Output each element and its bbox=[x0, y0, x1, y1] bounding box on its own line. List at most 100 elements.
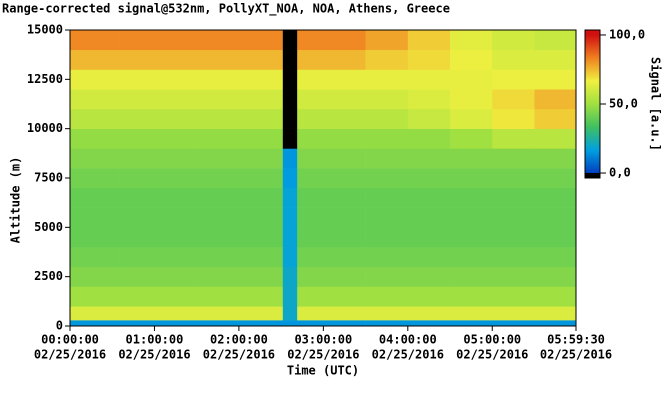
heatmap-cell bbox=[450, 128, 493, 149]
heatmap-cell bbox=[154, 187, 197, 208]
heatmap-cell bbox=[534, 30, 577, 51]
heatmap-cell bbox=[365, 320, 409, 327]
heatmap-cell bbox=[450, 306, 493, 321]
heatmap-cell bbox=[450, 266, 493, 287]
heatmap-cell bbox=[70, 49, 113, 70]
heatmap-cell bbox=[154, 30, 197, 51]
heatmap-cell bbox=[196, 69, 240, 90]
heatmap-cell bbox=[112, 49, 155, 70]
heatmap-cell bbox=[323, 89, 366, 110]
heatmap-cell bbox=[196, 286, 240, 307]
heatmap-cell bbox=[297, 108, 324, 129]
heatmap-cell bbox=[238, 168, 284, 189]
heatmap-cell bbox=[450, 207, 493, 228]
heatmap-cell bbox=[534, 320, 577, 327]
colorbar-tick-label: 50,0 bbox=[609, 97, 638, 111]
heatmap-cell bbox=[450, 286, 493, 307]
heatmap-cell bbox=[407, 30, 451, 51]
x-tick-label: 00:00:00 bbox=[41, 333, 99, 347]
heatmap-cell bbox=[297, 168, 324, 189]
heatmap-cell bbox=[238, 49, 284, 70]
heatmap-cell bbox=[492, 207, 535, 228]
heatmap-cell bbox=[492, 148, 535, 169]
heatmap-cell bbox=[154, 207, 197, 228]
heatmap-cell bbox=[492, 266, 535, 287]
heatmap-cell bbox=[112, 286, 155, 307]
heatmap-cell bbox=[450, 168, 493, 189]
heatmap-cell bbox=[492, 89, 535, 110]
heatmap-cell bbox=[407, 108, 451, 129]
heatmap-cell bbox=[112, 306, 155, 321]
heatmap-cell bbox=[297, 30, 324, 51]
heatmap-cell bbox=[196, 247, 240, 268]
heatmap-cell bbox=[70, 187, 113, 208]
y-tick-label: 7500 bbox=[34, 171, 63, 185]
heatmap-cell bbox=[323, 207, 366, 228]
heatmap-cell bbox=[196, 30, 240, 51]
heatmap-cell bbox=[282, 266, 298, 287]
heatmap-cell bbox=[70, 69, 113, 90]
heatmap-cell bbox=[154, 266, 197, 287]
heatmap-cell bbox=[492, 49, 535, 70]
heatmap-cell bbox=[282, 247, 298, 268]
heatmap-cell bbox=[154, 49, 197, 70]
heatmap-cell bbox=[70, 320, 113, 327]
heatmap-cell bbox=[297, 247, 324, 268]
heatmap-cell bbox=[534, 69, 577, 90]
heatmap-cell bbox=[282, 49, 298, 70]
heatmap-cell bbox=[297, 207, 324, 228]
heatmap-cell bbox=[297, 148, 324, 169]
heatmap-cell bbox=[450, 89, 493, 110]
heatmap-cell bbox=[196, 148, 240, 169]
heatmap-cell bbox=[365, 207, 409, 228]
heatmap-cell bbox=[323, 49, 366, 70]
heatmap-cell bbox=[407, 227, 451, 248]
heatmap-cell bbox=[196, 306, 240, 321]
heatmap-cell bbox=[282, 306, 298, 321]
x-axis-label: Time (UTC) bbox=[287, 364, 359, 378]
heatmap-cell bbox=[112, 108, 155, 129]
heatmap-cell bbox=[70, 286, 113, 307]
heatmap-cell bbox=[365, 30, 409, 51]
heatmap-cell bbox=[365, 168, 409, 189]
heatmap-cell bbox=[297, 49, 324, 70]
heatmap-cell bbox=[70, 207, 113, 228]
heatmap-cell bbox=[112, 89, 155, 110]
heatmap-cell bbox=[365, 227, 409, 248]
heatmap-cell bbox=[238, 108, 284, 129]
heatmap-cell bbox=[492, 187, 535, 208]
heatmap-cell bbox=[365, 108, 409, 129]
y-tick-label: 2500 bbox=[34, 269, 63, 283]
heatmap-cell bbox=[154, 148, 197, 169]
heatmap-cell bbox=[323, 187, 366, 208]
heatmap-cell bbox=[534, 286, 577, 307]
heatmap-cell bbox=[450, 148, 493, 169]
heatmap-cell bbox=[323, 108, 366, 129]
y-tick-label: 12500 bbox=[27, 72, 63, 86]
heatmap-cell bbox=[407, 49, 451, 70]
heatmap-cell bbox=[196, 128, 240, 149]
heatmap-cell bbox=[112, 320, 155, 327]
heatmap-cell bbox=[323, 69, 366, 90]
colorbar-tick-label: 0,0 bbox=[609, 166, 631, 180]
heatmap-cell bbox=[238, 320, 284, 327]
heatmap-cell bbox=[196, 49, 240, 70]
heatmap-cell bbox=[297, 128, 324, 149]
heatmap-cell bbox=[323, 227, 366, 248]
heatmap-cell bbox=[112, 247, 155, 268]
heatmap-cell bbox=[282, 286, 298, 307]
heatmap-cell bbox=[450, 69, 493, 90]
heatmap-cell bbox=[492, 108, 535, 129]
x-tick-date: 02/25/2016 bbox=[372, 348, 444, 362]
heatmap-cell bbox=[407, 168, 451, 189]
heatmap-cell bbox=[492, 227, 535, 248]
x-tick-label: 03:00:00 bbox=[294, 333, 352, 347]
y-tick-label: 5000 bbox=[34, 220, 63, 234]
heatmap-cell bbox=[365, 306, 409, 321]
heatmap-cell bbox=[365, 247, 409, 268]
heatmap-cell bbox=[238, 30, 284, 51]
heatmap-cell bbox=[282, 148, 298, 169]
heatmap-cell bbox=[297, 89, 324, 110]
x-tick-date: 02/25/2016 bbox=[540, 348, 612, 362]
heatmap-cell bbox=[238, 266, 284, 287]
